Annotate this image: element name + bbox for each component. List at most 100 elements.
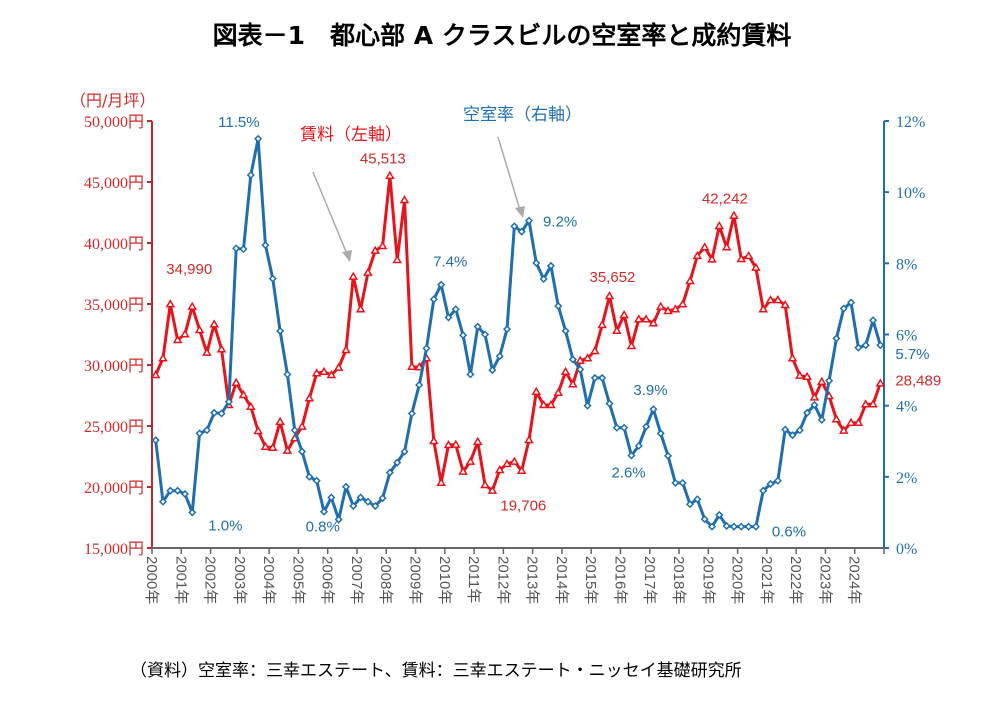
x-axis-tick-label: 2018年: [670, 556, 687, 604]
left-axis-tick-label: 20,000円: [84, 480, 144, 497]
rent-point: [407, 361, 417, 370]
rent-point: [429, 436, 439, 445]
rent-point: [633, 314, 644, 323]
rent-point: [751, 262, 761, 271]
rent-point: [531, 386, 542, 395]
rent-point: [472, 436, 483, 445]
rent-point: [538, 400, 549, 409]
vacancy-point: [429, 295, 438, 304]
rent-point: [816, 376, 827, 385]
vacancy-point: [290, 426, 299, 435]
vacancy-data-label: 5.7%: [895, 346, 929, 363]
rent-point: [348, 271, 359, 280]
vacancy-point: [151, 436, 160, 445]
vacancy-point: [393, 458, 402, 467]
vacancy-point: [583, 401, 592, 410]
rent-point: [758, 304, 769, 313]
vacancy-point: [810, 400, 819, 410]
rent-point: [260, 441, 271, 450]
vacancy-point: [334, 515, 343, 524]
x-axis-tick-label: 2003年: [231, 556, 248, 604]
rent-point: [231, 377, 241, 386]
x-axis-tick-label: 2019年: [699, 556, 716, 604]
rent-point: [809, 392, 820, 401]
vacancy-point: [495, 352, 504, 361]
vacancy-data-label: 2.6%: [611, 464, 645, 481]
vacancy-point: [158, 497, 168, 506]
rent-point: [875, 378, 886, 387]
vacancy-point: [459, 331, 468, 340]
vacancy-point: [846, 298, 856, 307]
vacancy-point: [202, 426, 211, 435]
rent-point: [333, 362, 344, 371]
vacancy-point: [685, 500, 695, 509]
rent-data-label: 19,706: [500, 498, 546, 515]
vacancy-point: [524, 216, 534, 225]
vacancy-point: [276, 326, 285, 336]
rent-point: [326, 370, 337, 379]
right-axis-tick-label: 8%: [896, 256, 917, 273]
vacancy-point: [312, 476, 321, 485]
vacancy-data-label: 0.6%: [772, 524, 806, 541]
rent-point: [707, 254, 717, 263]
rent-point: [641, 314, 651, 323]
rent-series: [150, 170, 886, 494]
vacancy-point: [437, 280, 446, 289]
rent-point: [612, 325, 622, 334]
vacancy-point: [444, 313, 453, 322]
vacancy-point: [825, 376, 834, 385]
vacancy-point: [356, 493, 365, 502]
left-axis-tick-label: 30,000円: [84, 358, 144, 375]
vacancy-point: [422, 344, 431, 353]
vacancy-point: [693, 495, 702, 504]
vacancy-data-label: 1.0%: [208, 517, 242, 534]
vacancy-point: [224, 397, 233, 406]
right-axis-tick-label: 10%: [896, 185, 925, 202]
rent-point: [238, 390, 249, 399]
vacancy-point: [327, 493, 336, 502]
vacancy-point: [268, 274, 277, 283]
rent-point: [370, 245, 381, 254]
vacancy-point: [781, 425, 790, 434]
rent-point: [363, 267, 373, 276]
rent-point: [860, 399, 871, 408]
rent-point: [209, 319, 220, 328]
vacancy-point: [744, 522, 753, 531]
vacancy-point: [539, 274, 548, 284]
rent-point: [655, 301, 666, 310]
rent-point: [524, 435, 534, 444]
vacancy-point: [634, 441, 643, 450]
vacancy-point: [729, 522, 739, 531]
rent-point: [311, 368, 322, 377]
vacancy-data-label: 3.9%: [633, 382, 667, 399]
vacancy-point: [876, 341, 885, 350]
vacancy-point: [254, 134, 263, 143]
rent-point: [568, 379, 578, 388]
x-axis-tick-label: 2012年: [494, 556, 511, 604]
vacancy-point: [488, 366, 497, 375]
rent-data-label: 45,513: [360, 151, 406, 168]
rent-point: [516, 465, 527, 475]
rent-label-arrow: [312, 171, 352, 262]
vacancy-point: [232, 244, 241, 253]
vacancy-point: [642, 422, 651, 431]
rent-point: [158, 353, 168, 362]
rent-point: [341, 345, 351, 354]
vacancy-point: [817, 415, 826, 424]
vacancy-line: [154, 137, 882, 529]
vacancy-point: [480, 330, 490, 339]
vacancy-series: [151, 134, 885, 531]
series-layer: [150, 134, 886, 531]
vacancy-point: [473, 322, 482, 331]
vacancy-point: [678, 478, 687, 487]
vacancy-point: [349, 501, 358, 511]
vacancy-point: [605, 399, 614, 408]
vacancy-point: [656, 429, 665, 438]
rent-line: [154, 174, 882, 493]
rent-point: [546, 400, 556, 409]
vacancy-data-label: 0.8%: [306, 519, 340, 536]
x-axis-tick-label: 2024年: [846, 556, 863, 604]
x-axis-tick-label: 2009年: [407, 556, 424, 604]
vacancy-point: [502, 325, 512, 334]
